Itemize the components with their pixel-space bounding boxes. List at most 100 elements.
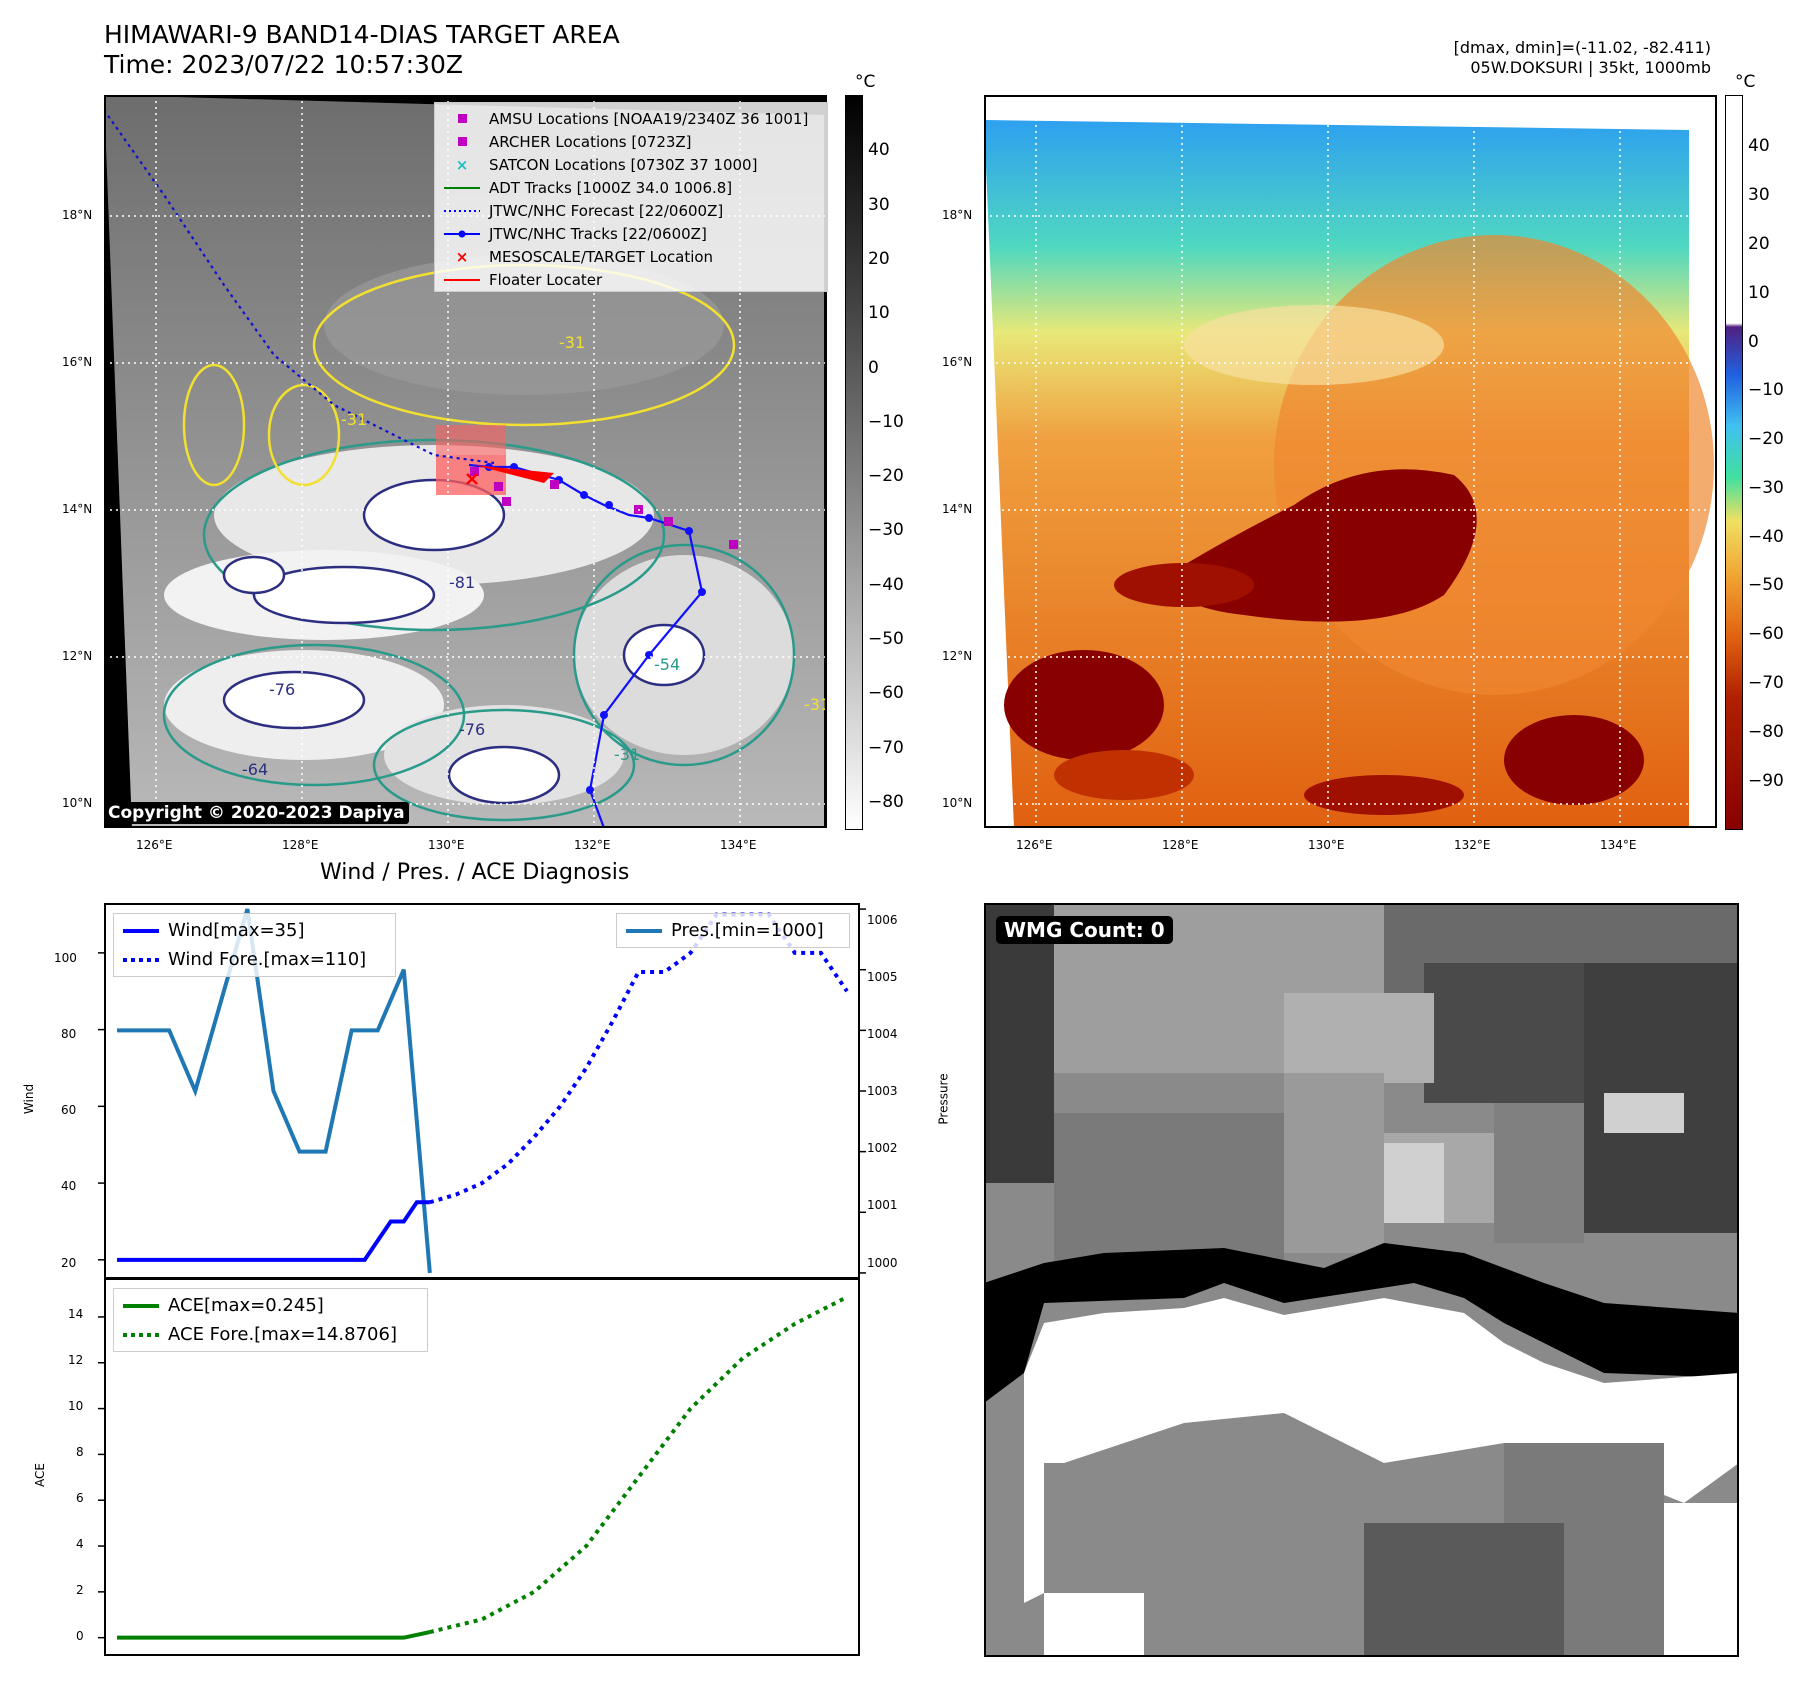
color-cb-m10: −10 bbox=[1748, 380, 1784, 400]
ace-tick-0: 0 bbox=[76, 1629, 84, 1643]
contour-label-1: -31 bbox=[559, 333, 585, 352]
contour-label-4: -81 bbox=[449, 573, 475, 592]
ace-legend: ACE[max=0.245] ACE Fore.[max=14.8706] bbox=[113, 1288, 428, 1352]
pres-tick-1001: 1001 bbox=[867, 1198, 898, 1212]
wmg-count-badge: WMG Count: 0 bbox=[996, 916, 1173, 944]
ir-cb-m10: −10 bbox=[868, 412, 904, 432]
legend-floater: Floater Locater bbox=[443, 268, 819, 291]
contour-label-7: -64 bbox=[242, 760, 268, 779]
ir-lat-18: 18°N bbox=[62, 208, 93, 222]
ir-lat-14: 14°N bbox=[62, 502, 93, 516]
color-cb-0: 0 bbox=[1748, 332, 1759, 352]
figure-time: Time: 2023/07/22 10:57:30Z bbox=[104, 50, 463, 79]
color-lat-10: 10°N bbox=[942, 796, 973, 810]
legend-jtwc-forecast: JTWC/NHC Forecast [22/0600Z] bbox=[443, 199, 819, 222]
storm-info: [dmax, dmin]=(-11.02, -82.411) 05W.DOKSU… bbox=[1454, 38, 1711, 78]
legend-satcon: × SATCON Locations [0730Z 37 1000] bbox=[443, 153, 819, 176]
ir-lon-130: 130°E bbox=[428, 838, 465, 852]
copyright-badge: Copyright © 2020-2023 Dapiya bbox=[104, 802, 409, 824]
legend-wind-fore-line bbox=[123, 957, 159, 962]
legend-jtwc-tracks: JTWC/NHC Tracks [22/0600Z] bbox=[443, 222, 819, 245]
color-lat-12: 12°N bbox=[942, 649, 973, 663]
wind-legend: Wind[max=35] Wind Fore.[max=110] bbox=[113, 913, 396, 977]
wind-tick-60: 60 bbox=[61, 1103, 77, 1117]
pressure-ylabel: Pressure bbox=[936, 1073, 951, 1125]
legend-wind-fore: Wind Fore.[max=110] bbox=[122, 945, 387, 974]
ir-cb-10: 10 bbox=[868, 303, 890, 323]
ir-cb-m20: −20 bbox=[868, 466, 904, 486]
color-cb-m60: −60 bbox=[1748, 624, 1784, 644]
color-lon-132: 132°E bbox=[1454, 838, 1491, 852]
color-cb-m80: −80 bbox=[1748, 722, 1784, 742]
ace-tick-6: 6 bbox=[76, 1491, 84, 1505]
legend-adt-line bbox=[444, 186, 480, 189]
ir-cb-m80: −80 bbox=[868, 792, 904, 812]
ir-cb-20: 20 bbox=[868, 249, 890, 269]
legend-adt: ADT Tracks [1000Z 34.0 1006.8] bbox=[443, 176, 819, 199]
ace-chart-frame bbox=[104, 1278, 860, 1656]
ace-tick-8: 8 bbox=[76, 1445, 84, 1459]
legend-jtwc-forecast-line bbox=[444, 209, 480, 212]
ir-lat-10: 10°N bbox=[62, 796, 93, 810]
color-cb-30: 30 bbox=[1748, 185, 1770, 205]
ir-colorbar-unit: °C bbox=[855, 72, 876, 92]
color-cb-m40: −40 bbox=[1748, 527, 1784, 547]
wmg-panel bbox=[984, 903, 1739, 1657]
pres-tick-1006: 1006 bbox=[867, 913, 898, 927]
legend-archer-marker bbox=[457, 137, 467, 146]
legend-mesoscale: × MESOSCALE/TARGET Location bbox=[443, 245, 819, 268]
legend-amsu-marker bbox=[457, 114, 467, 123]
ir-cb-0: 0 bbox=[868, 358, 879, 378]
ir-lon-126: 126°E bbox=[136, 838, 173, 852]
color-lon-126: 126°E bbox=[1016, 838, 1053, 852]
ir-lat-12: 12°N bbox=[62, 649, 93, 663]
legend-archer: ARCHER Locations [0723Z] bbox=[443, 130, 819, 153]
pres-tick-1003: 1003 bbox=[867, 1084, 898, 1098]
color-lon-130: 130°E bbox=[1308, 838, 1345, 852]
color-lat-14: 14°N bbox=[942, 502, 973, 516]
pres-tick-1004: 1004 bbox=[867, 1027, 898, 1041]
wind-tick-100: 100 bbox=[54, 951, 77, 965]
ir-map-frame bbox=[104, 95, 827, 828]
ir-cb-m60: −60 bbox=[868, 683, 904, 703]
wmg-image bbox=[984, 903, 1739, 1657]
pres-tick-1005: 1005 bbox=[867, 970, 898, 984]
contour-label-9: -31 bbox=[614, 745, 640, 764]
ir-lat-16: 16°N bbox=[62, 355, 93, 369]
color-map-image bbox=[984, 95, 1717, 828]
color-lon-134: 134°E bbox=[1600, 838, 1637, 852]
ir-lon-132: 132°E bbox=[574, 838, 611, 852]
wind-tick-40: 40 bbox=[61, 1179, 77, 1193]
contour-label-6: -76 bbox=[459, 720, 485, 739]
color-lat-18: 18°N bbox=[942, 208, 973, 222]
ir-legend: AMSU Locations [NOAA19/2340Z 36 1001] AR… bbox=[434, 102, 828, 292]
ir-cb-m70: −70 bbox=[868, 738, 904, 758]
contour-label-8: -54 bbox=[654, 655, 680, 674]
legend-ace-line bbox=[123, 1303, 159, 1308]
diagnosis-title: Wind / Pres. / ACE Diagnosis bbox=[320, 860, 630, 885]
color-colorbar-unit: °C bbox=[1735, 72, 1756, 92]
ace-line bbox=[117, 1630, 431, 1640]
color-cb-m70: −70 bbox=[1748, 673, 1784, 693]
ir-colorbar bbox=[845, 95, 863, 830]
color-cb-m50: −50 bbox=[1748, 575, 1784, 595]
legend-jtwc-tracks-line bbox=[444, 230, 480, 237]
ace-forecast-line bbox=[429, 1295, 848, 1635]
ir-cb-30: 30 bbox=[868, 195, 890, 215]
legend-ace-fore: ACE Fore.[max=14.8706] bbox=[122, 1320, 419, 1349]
wind-pressure-chart bbox=[98, 908, 866, 1274]
legend-ace: ACE[max=0.245] bbox=[122, 1291, 419, 1320]
color-map-frame bbox=[984, 95, 1717, 828]
color-cb-m30: −30 bbox=[1748, 478, 1784, 498]
legend-floater-line bbox=[444, 278, 480, 281]
ir-cb-m30: −30 bbox=[868, 520, 904, 540]
wind-tick-80: 80 bbox=[61, 1027, 77, 1041]
legend-pres: Pres.[min=1000] bbox=[625, 916, 841, 945]
ace-tick-4: 4 bbox=[76, 1537, 84, 1551]
color-cb-m20: −20 bbox=[1748, 429, 1784, 449]
wmg-frame bbox=[984, 903, 1739, 1657]
ace-tick-14: 14 bbox=[68, 1307, 84, 1321]
pres-tick-1000: 1000 bbox=[867, 1256, 898, 1270]
ace-tick-2: 2 bbox=[76, 1583, 84, 1597]
wind-line bbox=[117, 1200, 430, 1262]
